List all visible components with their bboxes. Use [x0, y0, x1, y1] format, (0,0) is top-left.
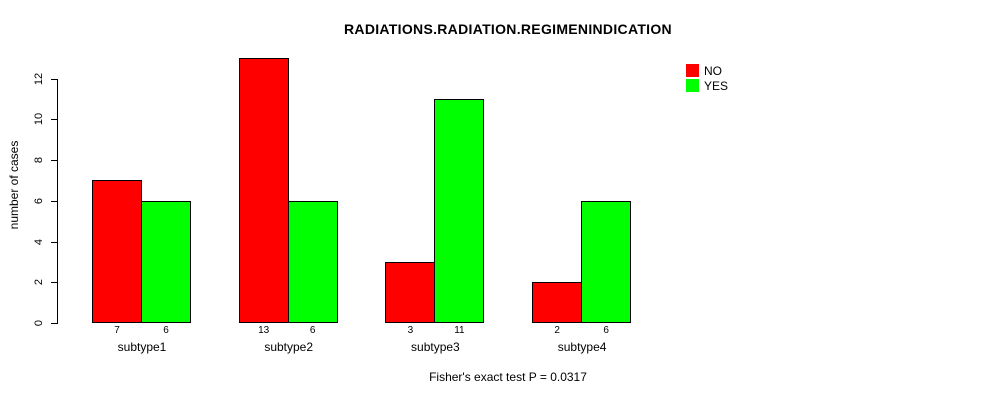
- legend-swatch-yes: [686, 79, 699, 92]
- y-tick: [51, 160, 57, 162]
- bar-value-label: 6: [309, 325, 316, 336]
- bar-no-subtype3: [385, 261, 436, 323]
- y-axis-line: [57, 78, 58, 324]
- y-tick: [51, 282, 57, 284]
- bar-no-subtype1: [92, 180, 142, 323]
- y-tick-label: 4: [33, 238, 45, 245]
- y-tick: [51, 241, 57, 243]
- category-label-subtype1: subtype1: [117, 340, 167, 354]
- bar-value-label: 6: [603, 325, 609, 336]
- bar-yes-subtype3: [434, 99, 485, 323]
- legend: NO YES: [686, 63, 728, 93]
- y-tick: [51, 200, 57, 202]
- bar-value-label: 2: [554, 325, 560, 336]
- y-tick-label: 6: [33, 197, 45, 204]
- y-tick-label: 0: [33, 319, 45, 327]
- bar-yes-subtype4: [581, 200, 632, 323]
- category-label-subtype4: subtype4: [557, 340, 607, 354]
- bar-value-label: 7: [114, 325, 120, 336]
- category-label-subtype2: subtype2: [264, 340, 314, 354]
- y-tick: [51, 78, 57, 80]
- bar-no-subtype4: [532, 282, 583, 323]
- legend-label: NO: [704, 63, 722, 78]
- legend-label: YES: [704, 78, 729, 93]
- footer-annotation: Fisher's exact test P = 0.0317: [429, 370, 587, 384]
- bar-yes-subtype1: [141, 200, 191, 323]
- legend-swatch-no: [686, 64, 699, 77]
- bar-no-subtype2: [238, 58, 289, 323]
- y-tick-label: 12: [33, 72, 45, 85]
- bar-yes-subtype2: [287, 200, 338, 323]
- bar-value-label: 6: [163, 325, 169, 336]
- chart-title: RADIATIONS.RADIATION.REGIMENINDICATION: [344, 21, 672, 37]
- y-tick: [51, 119, 57, 121]
- legend-item-no: NO: [686, 63, 728, 78]
- y-tick-label: 10: [33, 113, 45, 126]
- y-tick-label: 2: [33, 279, 45, 286]
- legend-item-yes: YES: [686, 78, 728, 93]
- bar-value-label: 13: [258, 325, 270, 336]
- category-label-subtype3: subtype3: [411, 340, 460, 354]
- y-axis-label: number of cases: [7, 140, 21, 230]
- y-tick: [51, 323, 57, 324]
- bar-value-label: 3: [407, 325, 414, 336]
- y-tick-label: 8: [33, 157, 45, 164]
- bar-value-label: 11: [454, 325, 465, 336]
